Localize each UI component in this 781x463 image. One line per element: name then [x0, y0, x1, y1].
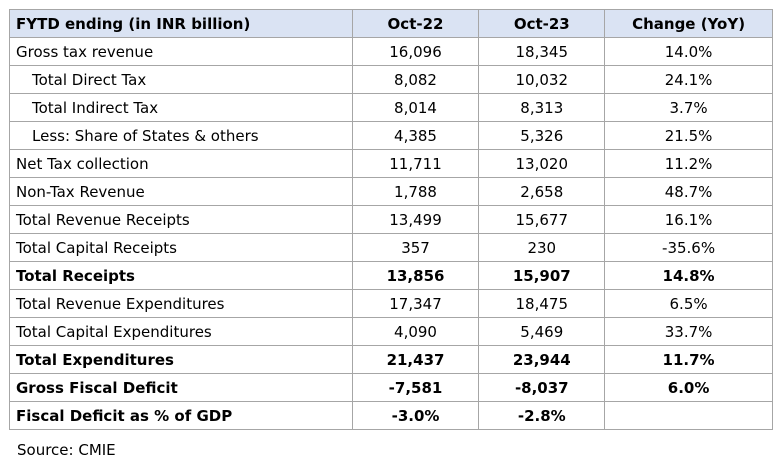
- value-cell: 13,020: [478, 149, 606, 178]
- value-cell: 6.5%: [604, 289, 773, 318]
- value-cell: 11,711: [351, 149, 480, 178]
- value-cell: 13,856: [351, 261, 480, 290]
- value-cell: -8,037: [478, 373, 606, 402]
- row-label: Non-Tax Revenue: [9, 177, 353, 206]
- value-cell: 11.7%: [604, 345, 773, 374]
- value-cell: 3.7%: [604, 93, 773, 122]
- row-label: Gross Fiscal Deficit: [9, 373, 353, 402]
- value-cell: -2.8%: [478, 401, 606, 430]
- value-cell: 230: [478, 233, 606, 262]
- row-label: Fiscal Deficit as % of GDP: [9, 401, 353, 430]
- value-cell: 14.8%: [604, 261, 773, 290]
- value-cell: 16,096: [351, 37, 480, 66]
- value-cell: [604, 401, 773, 430]
- table-row: Gross tax revenue 16,096 18,345 14.0%: [9, 37, 773, 66]
- table-row: Total Revenue Expenditures 17,347 18,475 6.…: [9, 289, 773, 318]
- row-label: Total Receipts: [9, 261, 353, 290]
- value-cell: 1,788: [351, 177, 480, 206]
- value-cell: 4,090: [351, 317, 480, 346]
- value-cell: 21.5%: [604, 121, 773, 150]
- value-cell: 8,014: [351, 93, 480, 122]
- table-row: Total Direct Tax 8,082 10,032 24.1%: [9, 65, 773, 94]
- table-body: Gross tax revenue 16,096 18,345 14.0% Total …: [9, 37, 773, 430]
- header-cell: Oct-23: [478, 9, 606, 38]
- value-cell: -3.0%: [351, 401, 480, 430]
- value-cell: 11.2%: [604, 149, 773, 178]
- table-row: Total Indirect Tax 8,014 8,313 3.7%: [9, 93, 773, 122]
- row-label: Total Expenditures: [9, 345, 353, 374]
- value-cell: -35.6%: [604, 233, 773, 262]
- value-cell: 13,499: [351, 205, 480, 234]
- row-label: Total Revenue Receipts: [9, 205, 353, 234]
- value-cell: 5,326: [478, 121, 606, 150]
- header-cell: FYTD ending (in INR billion): [9, 9, 353, 38]
- value-cell: 14.0%: [604, 37, 773, 66]
- value-cell: 17,347: [351, 289, 480, 318]
- value-cell: 24.1%: [604, 65, 773, 94]
- value-cell: 16.1%: [604, 205, 773, 234]
- value-cell: 4,385: [351, 121, 480, 150]
- value-cell: 21,437: [351, 345, 480, 374]
- table-row: Net Tax collection 11,711 13,020 11.2%: [9, 149, 773, 178]
- table-row: Gross Fiscal Deficit -7,581 -8,037 6.0%: [9, 373, 773, 402]
- table-row: Total Receipts 13,856 15,907 14.8%: [9, 261, 773, 290]
- header-row: FYTD ending (in INR billion) Oct-22 Oct-…: [9, 9, 773, 38]
- row-label: Net Tax collection: [9, 149, 353, 178]
- value-cell: 15,677: [478, 205, 606, 234]
- value-cell: 8,082: [351, 65, 480, 94]
- value-cell: 2,658: [478, 177, 606, 206]
- value-cell: 23,944: [478, 345, 606, 374]
- value-cell: 6.0%: [604, 373, 773, 402]
- row-label: Total Direct Tax: [9, 65, 353, 94]
- header-cell: Change (YoY): [604, 9, 773, 38]
- source-note: Source: CMIE: [17, 441, 116, 459]
- value-cell: 48.7%: [604, 177, 773, 206]
- header-cell: Oct-22: [351, 9, 480, 38]
- value-cell: -7,581: [351, 373, 480, 402]
- value-cell: 8,313: [478, 93, 606, 122]
- value-cell: 5,469: [478, 317, 606, 346]
- table-row: Total Capital Expenditures 4,090 5,469 33.7…: [9, 317, 773, 346]
- value-cell: 18,475: [478, 289, 606, 318]
- value-cell: 10,032: [478, 65, 606, 94]
- table-row: Non-Tax Revenue 1,788 2,658 48.7%: [9, 177, 773, 206]
- table-row: Total Expenditures 21,437 23,944 11.7%: [9, 345, 773, 374]
- value-cell: 18,345: [478, 37, 606, 66]
- row-label: Gross tax revenue: [9, 37, 353, 66]
- table-row: Total Revenue Receipts 13,499 15,677 16.1%: [9, 205, 773, 234]
- table-row: Total Capital Receipts 357 230 -35.6%: [9, 233, 773, 262]
- table-row: Less: Share of States & others 4,385 5,326…: [9, 121, 773, 150]
- data-table: FYTD ending (in INR billion) Oct-22 Oct-…: [9, 9, 773, 430]
- value-cell: 15,907: [478, 261, 606, 290]
- row-label: Less: Share of States & others: [9, 121, 353, 150]
- value-cell: 33.7%: [604, 317, 773, 346]
- row-label: Total Indirect Tax: [9, 93, 353, 122]
- value-cell: 357: [351, 233, 480, 262]
- row-label: Total Capital Receipts: [9, 233, 353, 262]
- table-row: Fiscal Deficit as % of GDP -3.0% -2.8%: [9, 401, 773, 430]
- row-label: Total Capital Expenditures: [9, 317, 353, 346]
- row-label: Total Revenue Expenditures: [9, 289, 353, 318]
